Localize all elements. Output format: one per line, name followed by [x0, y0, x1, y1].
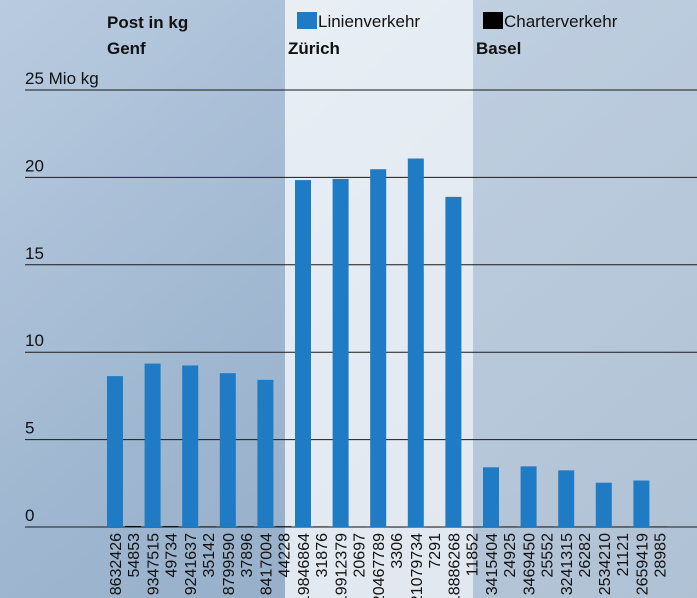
bar — [501, 527, 517, 528]
bar — [558, 470, 574, 527]
bar — [200, 526, 216, 527]
value-label: 2534210 — [597, 533, 614, 595]
group-label: Basel — [476, 39, 521, 58]
bar — [521, 466, 537, 527]
value-label: 3415404 — [484, 533, 501, 595]
bar — [145, 364, 161, 527]
bar — [182, 365, 198, 527]
bar — [539, 527, 555, 528]
group-label: Genf — [107, 39, 146, 58]
bar — [351, 527, 367, 528]
bar — [163, 526, 179, 527]
value-label: 9241637 — [183, 533, 200, 595]
value-label: 3469450 — [522, 533, 539, 595]
value-label: 2659419 — [634, 533, 651, 595]
value-label: 35142 — [201, 533, 218, 578]
value-label: 18886268 — [446, 533, 463, 598]
value-label: 19912379 — [334, 533, 351, 598]
bar — [633, 481, 649, 527]
y-tick-label: 15 — [25, 244, 44, 263]
bar — [483, 467, 499, 527]
value-label: 44228 — [276, 533, 293, 578]
legend-label: Charterverkehr — [504, 12, 618, 31]
bar — [257, 380, 273, 527]
value-label: 25552 — [540, 533, 557, 578]
bar — [238, 526, 254, 527]
bar — [651, 526, 667, 527]
chart: Post in kg Genf Zürich Basel Linienverkehr C… — [0, 0, 697, 598]
value-label: 24925 — [502, 533, 519, 578]
bar — [596, 483, 612, 527]
y-tick-label: 5 — [25, 419, 34, 438]
bar — [220, 373, 236, 527]
value-label: 3306 — [389, 533, 406, 569]
bar — [125, 526, 141, 527]
bar — [576, 527, 592, 528]
chart-title: Post in kg — [107, 13, 188, 32]
value-label: 8799590 — [221, 533, 238, 595]
value-label: 21079734 — [409, 533, 426, 598]
bar — [463, 527, 479, 528]
bar — [275, 526, 291, 527]
value-label: 11852 — [464, 533, 481, 576]
y-tick-label: 25 Mio kg — [25, 69, 99, 88]
bar — [388, 527, 404, 528]
bar — [426, 527, 442, 528]
value-label: 20467789 — [371, 533, 388, 598]
bar — [295, 180, 311, 527]
value-label: 26282 — [577, 533, 594, 578]
value-label: 49734 — [164, 533, 181, 578]
group-label: Zürich — [288, 39, 340, 58]
value-label: 19846864 — [296, 533, 313, 598]
value-label: 8417004 — [258, 533, 275, 595]
value-label: 20697 — [352, 533, 369, 578]
value-label: 3241315 — [559, 533, 576, 595]
bar — [408, 159, 424, 527]
value-label: 28985 — [652, 533, 669, 578]
bar — [313, 526, 329, 527]
bar — [370, 169, 386, 527]
value-label: 31876 — [314, 533, 331, 578]
y-tick-label: 20 — [25, 156, 44, 175]
y-tick-label: 10 — [25, 331, 44, 350]
bar — [107, 376, 123, 527]
bar — [614, 527, 630, 528]
value-label: 54853 — [126, 533, 143, 578]
value-label: 8632426 — [108, 533, 125, 595]
bar — [333, 179, 349, 527]
value-label: 7291 — [427, 533, 444, 569]
legend-label: Linienverkehr — [318, 12, 420, 31]
value-label: 37896 — [239, 533, 256, 578]
legend-swatch — [483, 12, 503, 29]
legend-swatch — [297, 12, 317, 29]
bar — [445, 197, 461, 527]
y-tick-label: 0 — [25, 506, 34, 525]
value-label: 9347515 — [146, 533, 163, 595]
value-label: 21121 — [615, 533, 632, 576]
page: {"chart_data": {"type": "bar", "title": … — [0, 0, 697, 598]
